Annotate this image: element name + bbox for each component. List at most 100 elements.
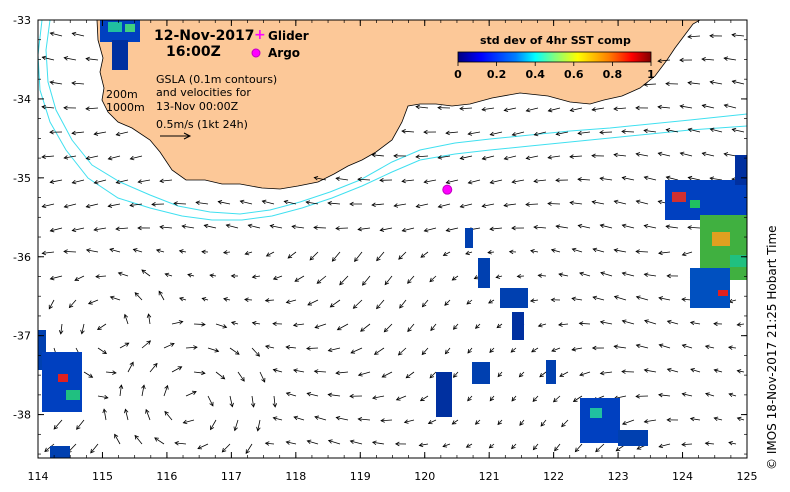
velocity-arrow [658,297,671,301]
velocity-arrowhead [85,155,91,161]
velocity-arrowhead [335,226,340,231]
velocity-arrow [467,347,473,354]
velocity-arrow [578,225,591,229]
velocity-arrow [504,203,517,207]
velocity-arrow [53,419,63,430]
velocity-arrow [622,320,635,325]
velocity-arrowhead [141,269,146,274]
velocity-arrowhead [665,128,671,133]
velocity-arrow [209,274,217,277]
velocity-arrow [314,323,327,328]
velocity-arrowhead [107,155,113,161]
velocity-arrow [487,251,495,254]
velocity-arrow [165,273,173,277]
velocity-arrow [306,347,319,349]
velocity-arrow [690,418,701,421]
velocity-arrow [160,226,173,229]
velocity-arrow [428,419,437,424]
velocity-arrowhead [689,416,695,422]
velocity-arrowhead [561,422,566,428]
velocity-arrowhead [488,443,494,449]
velocity-arrow [76,419,85,430]
velocity-arrowhead [209,273,214,278]
velocity-arrowhead [63,203,69,209]
velocity-arrowhead [95,274,100,279]
velocity-arrow [460,203,473,208]
velocity-arrowhead [481,106,487,112]
velocity-arrowhead [177,366,183,371]
velocity-arrowhead [723,56,729,61]
velocity-arrow [504,107,517,111]
velocity-arrow [240,200,253,205]
velocity-arrowhead [525,107,531,113]
velocity-arrow [245,443,253,454]
velocity-arrowhead [529,298,535,303]
velocity-arrow [453,323,459,330]
velocity-arrow [183,419,195,424]
velocity-arrow [559,371,569,377]
velocity-arrowhead [230,320,236,326]
velocity-arrow [229,347,240,355]
velocity-arrowhead [687,175,693,181]
velocity-arrowhead [503,202,508,208]
velocity-arrow [381,419,393,422]
velocity-arrowhead [657,104,662,110]
velocity-arrowhead [531,348,536,353]
velocity-arrowhead [658,392,663,398]
velocity-arrowhead [533,131,539,137]
velocity-arrowhead [398,255,403,260]
velocity-arrowhead [339,280,344,286]
velocity-arrow [357,178,371,181]
velocity-arrowhead [381,373,387,378]
velocity-arrow [511,443,517,449]
velocity-arrow [526,155,539,159]
velocity-arrowhead [579,372,584,377]
velocity-arrow [570,202,583,205]
velocity-arrowhead [233,426,238,432]
velocity-arrowhead [592,247,598,253]
velocity-arrowhead [599,320,605,325]
velocity-arrow [48,299,55,310]
velocity-arrowhead [621,369,626,374]
velocity-arrowhead [210,425,215,431]
velocity-arrow [705,345,715,349]
velocity-arrow [193,323,206,325]
velocity-arrowhead [421,350,427,356]
velocity-arrowhead [613,199,619,205]
velocity-arrow [688,177,701,181]
velocity-arrowhead [569,200,574,206]
velocity-arrow [558,323,569,326]
sst-patches [38,20,747,458]
velocity-arrow [452,275,459,281]
velocity-arrow [553,395,561,403]
velocity-arrow [382,371,393,378]
velocity-arrowhead [525,155,531,161]
velocity-arrow [130,203,143,206]
velocity-arrowhead [272,403,278,408]
velocity-arrowhead [285,391,291,397]
velocity-arrow [430,323,437,331]
velocity-arrowhead [403,419,409,424]
velocity-arrow [90,443,99,454]
velocity-arrowhead [327,439,333,444]
velocity-arrowhead [728,440,733,446]
velocity-arrow [116,227,129,230]
velocity-arrowhead [349,201,354,207]
velocity-arrowhead [537,273,543,278]
velocity-arrow [149,363,158,373]
velocity-arrowhead [613,152,618,158]
velocity-arrow [372,203,385,206]
y-tick-label: -37 [13,330,31,343]
velocity-arrowhead [74,276,80,281]
velocity-arrowhead [313,369,319,374]
velocity-arrow [592,201,605,205]
velocity-arrowhead [547,155,553,160]
velocity-arrow [286,346,297,349]
velocity-arrow [571,297,583,301]
velocity-arrow [710,128,723,133]
velocity-arrowhead [357,226,362,232]
velocity-arrow [682,443,693,446]
velocity-arrow [50,179,63,183]
velocity-arrowhead [574,447,580,453]
velocity-arrowhead [240,377,245,382]
